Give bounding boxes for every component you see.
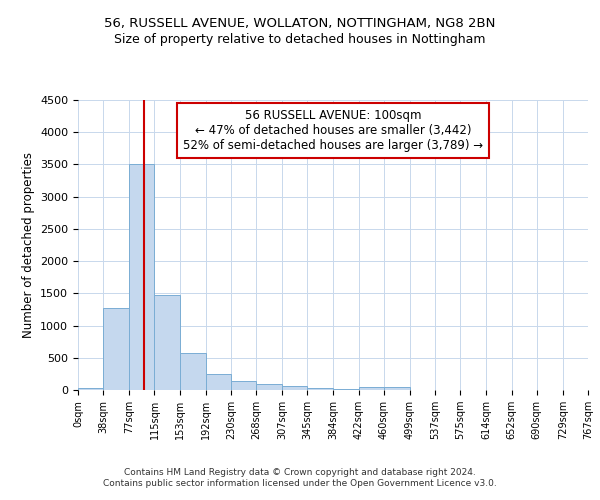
Bar [307,388,334,390]
Text: Size of property relative to detached houses in Nottingham: Size of property relative to detached ho… [114,32,486,46]
Bar [78,388,103,390]
Bar [256,384,282,390]
Bar [282,386,307,390]
Bar [180,352,206,390]
Bar [154,294,180,390]
Bar [334,388,359,390]
Bar [359,388,384,390]
Text: Contains HM Land Registry data © Crown copyright and database right 2024.
Contai: Contains HM Land Registry data © Crown c… [103,468,497,487]
Text: 56, RUSSELL AVENUE, WOLLATON, NOTTINGHAM, NG8 2BN: 56, RUSSELL AVENUE, WOLLATON, NOTTINGHAM… [104,18,496,30]
Bar [103,308,129,390]
Bar [384,387,410,390]
Bar [129,164,154,390]
Y-axis label: Number of detached properties: Number of detached properties [22,152,35,338]
Bar [206,374,231,390]
Text: 56 RUSSELL AVENUE: 100sqm
← 47% of detached houses are smaller (3,442)
52% of se: 56 RUSSELL AVENUE: 100sqm ← 47% of detac… [183,108,483,152]
Bar [231,381,256,390]
